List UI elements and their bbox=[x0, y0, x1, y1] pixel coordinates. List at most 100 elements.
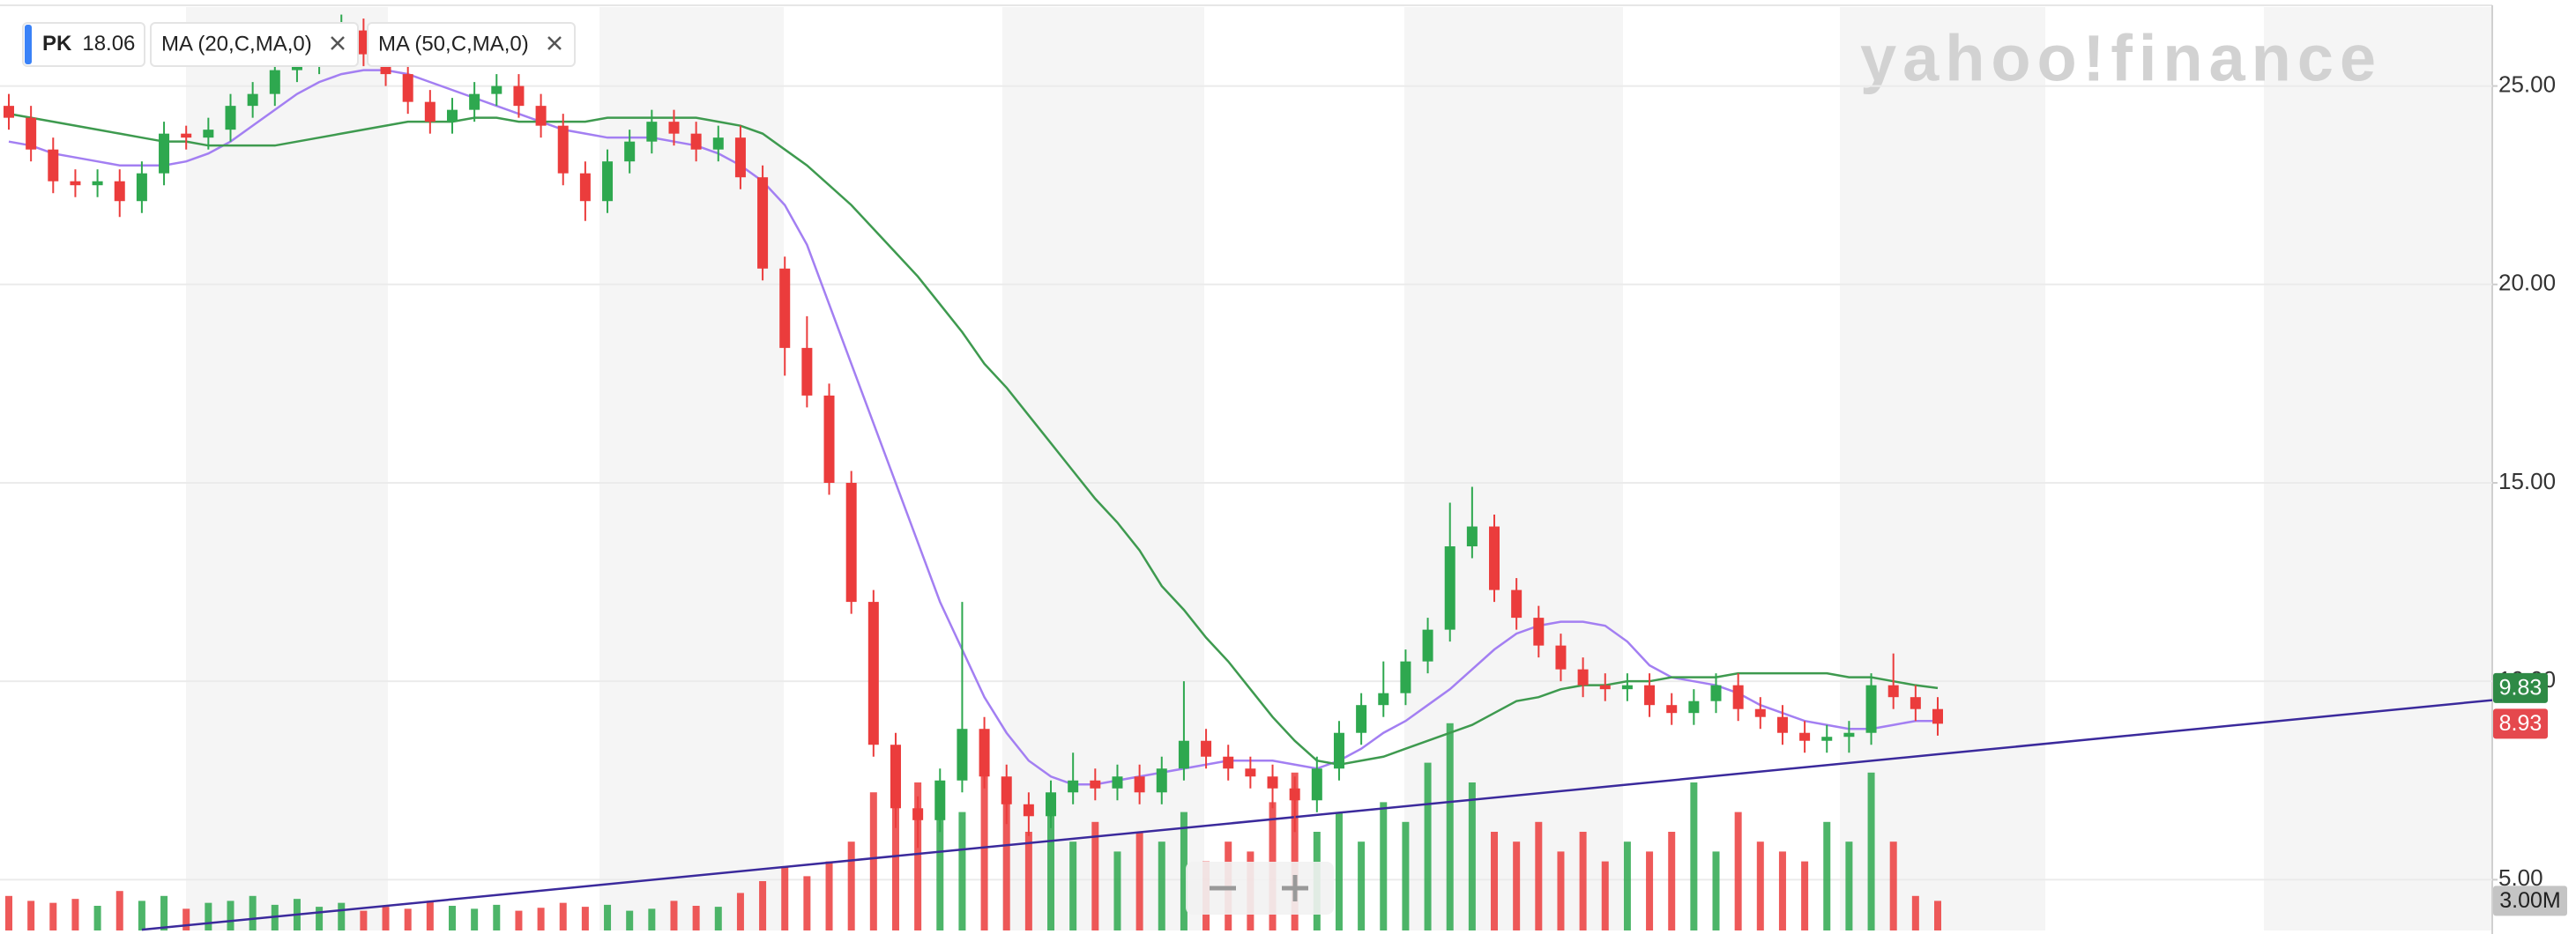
candle-body bbox=[1001, 776, 1012, 804]
ma-price-badge bbox=[2493, 672, 2548, 703]
legend-chip[interactable] bbox=[367, 22, 576, 67]
candle-body bbox=[114, 181, 125, 202]
volume-bar bbox=[714, 907, 722, 930]
candle-body bbox=[1444, 546, 1456, 630]
candle-body bbox=[602, 161, 614, 202]
candle-body bbox=[867, 602, 879, 745]
volume-bar bbox=[825, 861, 833, 930]
candle-body bbox=[1710, 685, 1722, 701]
candle-body bbox=[1732, 685, 1744, 709]
volume-bar bbox=[1734, 812, 1742, 930]
volume-bar bbox=[1646, 851, 1654, 930]
volume-bar bbox=[1380, 802, 1388, 930]
candle-body bbox=[181, 133, 192, 138]
candle-body bbox=[1799, 732, 1811, 741]
candle-body bbox=[1400, 661, 1411, 693]
candle-body bbox=[1156, 768, 1167, 793]
candle-body bbox=[1887, 685, 1899, 698]
volume-bar bbox=[227, 901, 235, 930]
candle-body bbox=[1223, 756, 1234, 769]
legend-chip[interactable] bbox=[22, 22, 145, 67]
legend-entry: MA (50,C,MA,0) bbox=[378, 32, 529, 56]
candle-body bbox=[1577, 669, 1589, 686]
candle-body bbox=[712, 137, 724, 150]
volume-bar bbox=[27, 901, 35, 930]
candle-body bbox=[1178, 740, 1189, 769]
volume-bar bbox=[1579, 832, 1587, 930]
zoom-in-button[interactable] bbox=[1261, 866, 1329, 910]
volume-bar bbox=[515, 910, 523, 930]
candle-body bbox=[890, 745, 901, 809]
volume-bar bbox=[1557, 851, 1565, 930]
candle-body bbox=[1023, 804, 1034, 817]
volume-bar bbox=[1424, 762, 1432, 930]
candle-body bbox=[70, 181, 81, 186]
y-tick-label: 20.00 bbox=[2498, 270, 2556, 296]
zoom-out-button[interactable] bbox=[1190, 866, 1259, 910]
volume-bar bbox=[205, 902, 212, 930]
ma-price-badge-label: 9.83 bbox=[2499, 675, 2542, 700]
symbol-price: 18.06 bbox=[82, 32, 135, 56]
band bbox=[1002, 7, 1204, 930]
candle-body bbox=[4, 106, 14, 118]
candle-body bbox=[979, 729, 990, 777]
close-icon[interactable] bbox=[547, 36, 562, 50]
legend-chip[interactable] bbox=[150, 22, 359, 67]
volume-bar bbox=[537, 908, 545, 930]
candle-body bbox=[491, 85, 503, 94]
candle-body bbox=[225, 106, 236, 130]
volume-bar bbox=[1690, 782, 1698, 930]
close-icon[interactable] bbox=[331, 36, 345, 50]
volume-bar bbox=[581, 907, 589, 930]
candle-body bbox=[934, 780, 946, 820]
candle-body bbox=[48, 149, 59, 182]
candle-body bbox=[247, 93, 258, 107]
background-bands bbox=[186, 7, 2492, 930]
candle-body bbox=[92, 181, 103, 186]
volume-bar bbox=[847, 841, 855, 930]
price-badge-label: 8.93 bbox=[2499, 711, 2542, 736]
volume-bar bbox=[360, 910, 368, 930]
volume-bar bbox=[404, 908, 412, 930]
candle-body bbox=[1533, 618, 1545, 646]
candle-body bbox=[734, 137, 746, 178]
volume-bar bbox=[471, 908, 479, 930]
candle-body bbox=[1511, 589, 1523, 619]
candle-body bbox=[579, 173, 591, 202]
volume-bar bbox=[1911, 895, 1919, 930]
volume-bar bbox=[648, 908, 656, 930]
candle-body bbox=[801, 347, 813, 396]
band bbox=[186, 7, 388, 930]
candle-body bbox=[1356, 705, 1367, 733]
candle-body bbox=[1821, 737, 1833, 741]
band bbox=[2264, 7, 2492, 930]
volume-bar bbox=[759, 881, 767, 930]
candle-body bbox=[646, 122, 658, 142]
volume-bar bbox=[1601, 861, 1609, 930]
volume-bar bbox=[1823, 821, 1831, 930]
candle-body bbox=[1378, 693, 1389, 706]
candle-body bbox=[159, 133, 170, 174]
volume-bar bbox=[626, 910, 634, 930]
volume-bar bbox=[1446, 723, 1454, 930]
volume-bar bbox=[316, 907, 324, 930]
volume-bar bbox=[1535, 821, 1543, 930]
volume-bar bbox=[1845, 841, 1853, 930]
candle-body bbox=[624, 141, 636, 162]
candle-body bbox=[1489, 526, 1500, 590]
volume-bar bbox=[1135, 832, 1143, 930]
candle-body bbox=[1068, 780, 1079, 793]
candle-body bbox=[1555, 645, 1567, 670]
volume-bar bbox=[182, 908, 190, 930]
volume-bar bbox=[1867, 772, 1875, 930]
volume-bar bbox=[1358, 841, 1366, 930]
candle-body bbox=[446, 109, 458, 122]
candle-body bbox=[1599, 685, 1611, 690]
candle-body bbox=[1466, 526, 1478, 547]
volume-bar bbox=[1069, 841, 1077, 930]
y-tick-label: 25.00 bbox=[2498, 70, 2556, 97]
volume-bar bbox=[1402, 821, 1410, 930]
volume-bar bbox=[338, 902, 346, 930]
